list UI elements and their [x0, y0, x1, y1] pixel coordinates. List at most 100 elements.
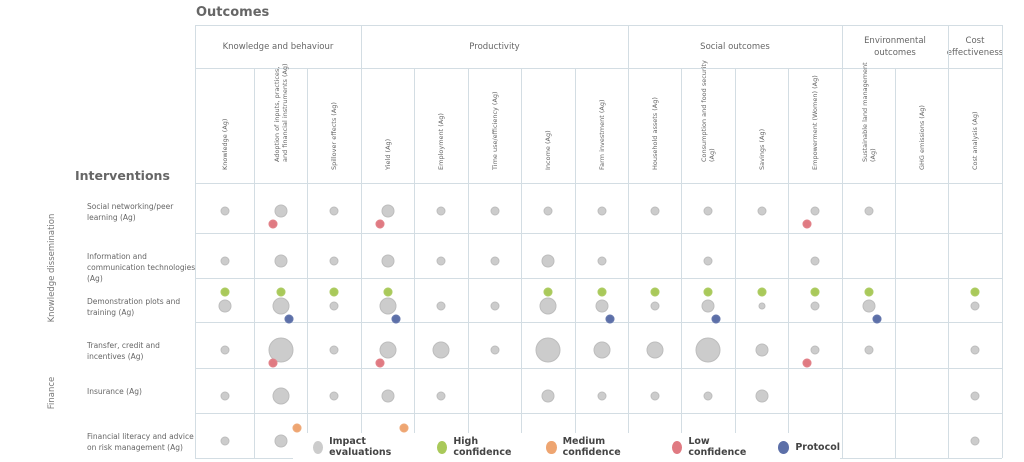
impact-evaluation-dot — [329, 256, 339, 266]
grid-line — [195, 278, 1002, 279]
impact-evaluation-dot — [755, 389, 768, 403]
column-header-label: Consumption and food security (Ag) — [700, 60, 716, 162]
impact-evaluation-dot — [220, 206, 229, 216]
impact-evaluation-dot — [329, 206, 339, 216]
impact-evaluation-dot — [703, 391, 713, 401]
low-confidence-dot — [375, 358, 384, 368]
column-header-label: Employment (Ag) — [437, 113, 445, 170]
high-confidence-dot — [703, 287, 713, 297]
column-header: GHG emissions (Ag) — [895, 70, 948, 182]
column-header-label: Knowledge (Ag) — [220, 118, 229, 170]
impact-evaluation-dot — [650, 391, 659, 401]
low-confidence-dot — [268, 219, 277, 229]
group-header: Knowledge and behaviour — [222, 41, 334, 52]
high-confidence-dot — [757, 287, 766, 297]
impact-evaluation-dot — [379, 297, 396, 315]
impact-evaluation-dot — [650, 206, 659, 216]
group-header: Social outcomes — [700, 41, 770, 52]
grid-line — [195, 413, 1002, 414]
impact-evaluation-dot — [329, 391, 339, 401]
legend-item-medium: Medium confidence — [546, 436, 658, 458]
impact-evaluation-dot — [274, 434, 287, 448]
impact-evaluation-dot — [329, 301, 339, 311]
high-confidence-dot — [383, 287, 392, 297]
column-header-label: Adoption of inputs, practices, and finan… — [272, 63, 289, 162]
impact-evaluation-dot — [701, 299, 715, 313]
impact-evaluation-dot — [757, 206, 766, 216]
column-header-label: Time use/efficiency (Ag) — [490, 91, 499, 170]
legend: Impact evaluations High confidence Medium … — [293, 433, 840, 461]
column-header: Cost analysis (Ag) — [948, 70, 1002, 182]
grid-line — [195, 322, 1002, 323]
impact-evaluation-dot — [490, 345, 499, 355]
high-confidence-dot — [810, 287, 820, 297]
impact-evaluation-dot — [436, 256, 446, 266]
impact-evaluation-dot — [272, 387, 289, 405]
row-label: Information and communication technologi… — [87, 252, 196, 283]
legend-item-impact: Impact evaluations — [313, 436, 423, 458]
impact-evaluation-dot — [541, 389, 555, 403]
protocol-confidence-dot — [711, 314, 721, 324]
legend-swatch-icon — [778, 440, 790, 454]
impact-evaluation-dot — [274, 254, 287, 268]
grid-line — [195, 68, 1002, 69]
grid-line — [254, 68, 255, 458]
group-header: Environmental outcomes — [864, 35, 926, 58]
column-header-label: Cost analysis (Ag) — [971, 111, 979, 170]
legend-label: High confidence — [453, 436, 512, 458]
high-confidence-dot — [650, 287, 659, 297]
impact-evaluation-dot — [490, 301, 499, 311]
interventions-title: Interventions — [75, 168, 170, 183]
column-header-label: Yield (Ag) — [383, 138, 392, 170]
impact-evaluation-dot — [810, 256, 820, 266]
impact-evaluation-dot — [595, 299, 608, 313]
legend-item-low: Low confidence — [672, 436, 764, 458]
low-confidence-dot — [268, 358, 277, 368]
column-header-label: Farm investment (Ag) — [597, 99, 606, 171]
section-label: Knowledge dissemination — [47, 213, 57, 323]
impact-evaluation-dot — [864, 206, 873, 216]
column-header: Adoption of inputs, practices, and finan… — [254, 63, 307, 182]
row-label: Insurance (Ag) — [87, 387, 142, 396]
impact-evaluation-dot — [593, 341, 610, 359]
grid-line — [361, 25, 362, 458]
legend-label: Impact evaluations — [329, 436, 392, 458]
high-confidence-dot — [276, 287, 285, 297]
impact-evaluation-dot — [381, 389, 394, 403]
impact-evaluation-dot — [329, 345, 339, 355]
impact-evaluation-dot — [810, 301, 820, 311]
protocol-confidence-dot — [872, 314, 881, 324]
grid-line — [575, 68, 576, 458]
column-header: Empowerment (Women) (Ag) — [788, 70, 842, 182]
grid-line — [307, 68, 308, 458]
grid-line — [735, 68, 736, 458]
grid-line — [195, 25, 196, 458]
impact-evaluation-dot — [436, 391, 446, 401]
column-header-label: Spillover effects (Ag) — [330, 102, 338, 170]
high-confidence-dot — [220, 287, 229, 297]
protocol-confidence-dot — [284, 314, 293, 324]
impact-evaluation-dot — [758, 302, 765, 310]
column-header: Sustainable land management (Ag) — [842, 62, 895, 182]
column-header: Savings (Ag) — [735, 70, 788, 182]
protocol-confidence-dot — [605, 314, 614, 324]
grid-line — [195, 368, 1002, 369]
impact-evaluation-dot — [755, 343, 768, 357]
column-header-label: Income (Ag) — [544, 130, 552, 170]
impact-evaluation-dot — [970, 436, 980, 446]
column-header: Knowledge (Ag) — [195, 70, 254, 182]
legend-item-high: High confidence — [437, 436, 532, 458]
impact-evaluation-dot — [490, 256, 499, 266]
impact-evaluation-dot — [695, 337, 721, 363]
group-header: Productivity — [469, 41, 520, 52]
column-header: Income (Ag) — [521, 70, 575, 182]
grid-line — [195, 25, 1002, 26]
low-confidence-dot — [802, 358, 812, 368]
impact-evaluation-dot — [381, 204, 394, 218]
legend-swatch-icon — [672, 440, 683, 454]
grid-line — [788, 68, 789, 458]
high-confidence-dot — [329, 287, 339, 297]
column-header: Consumption and food security (Ag) — [681, 60, 735, 182]
low-confidence-dot — [802, 219, 812, 229]
impact-evaluation-dot — [381, 254, 394, 268]
